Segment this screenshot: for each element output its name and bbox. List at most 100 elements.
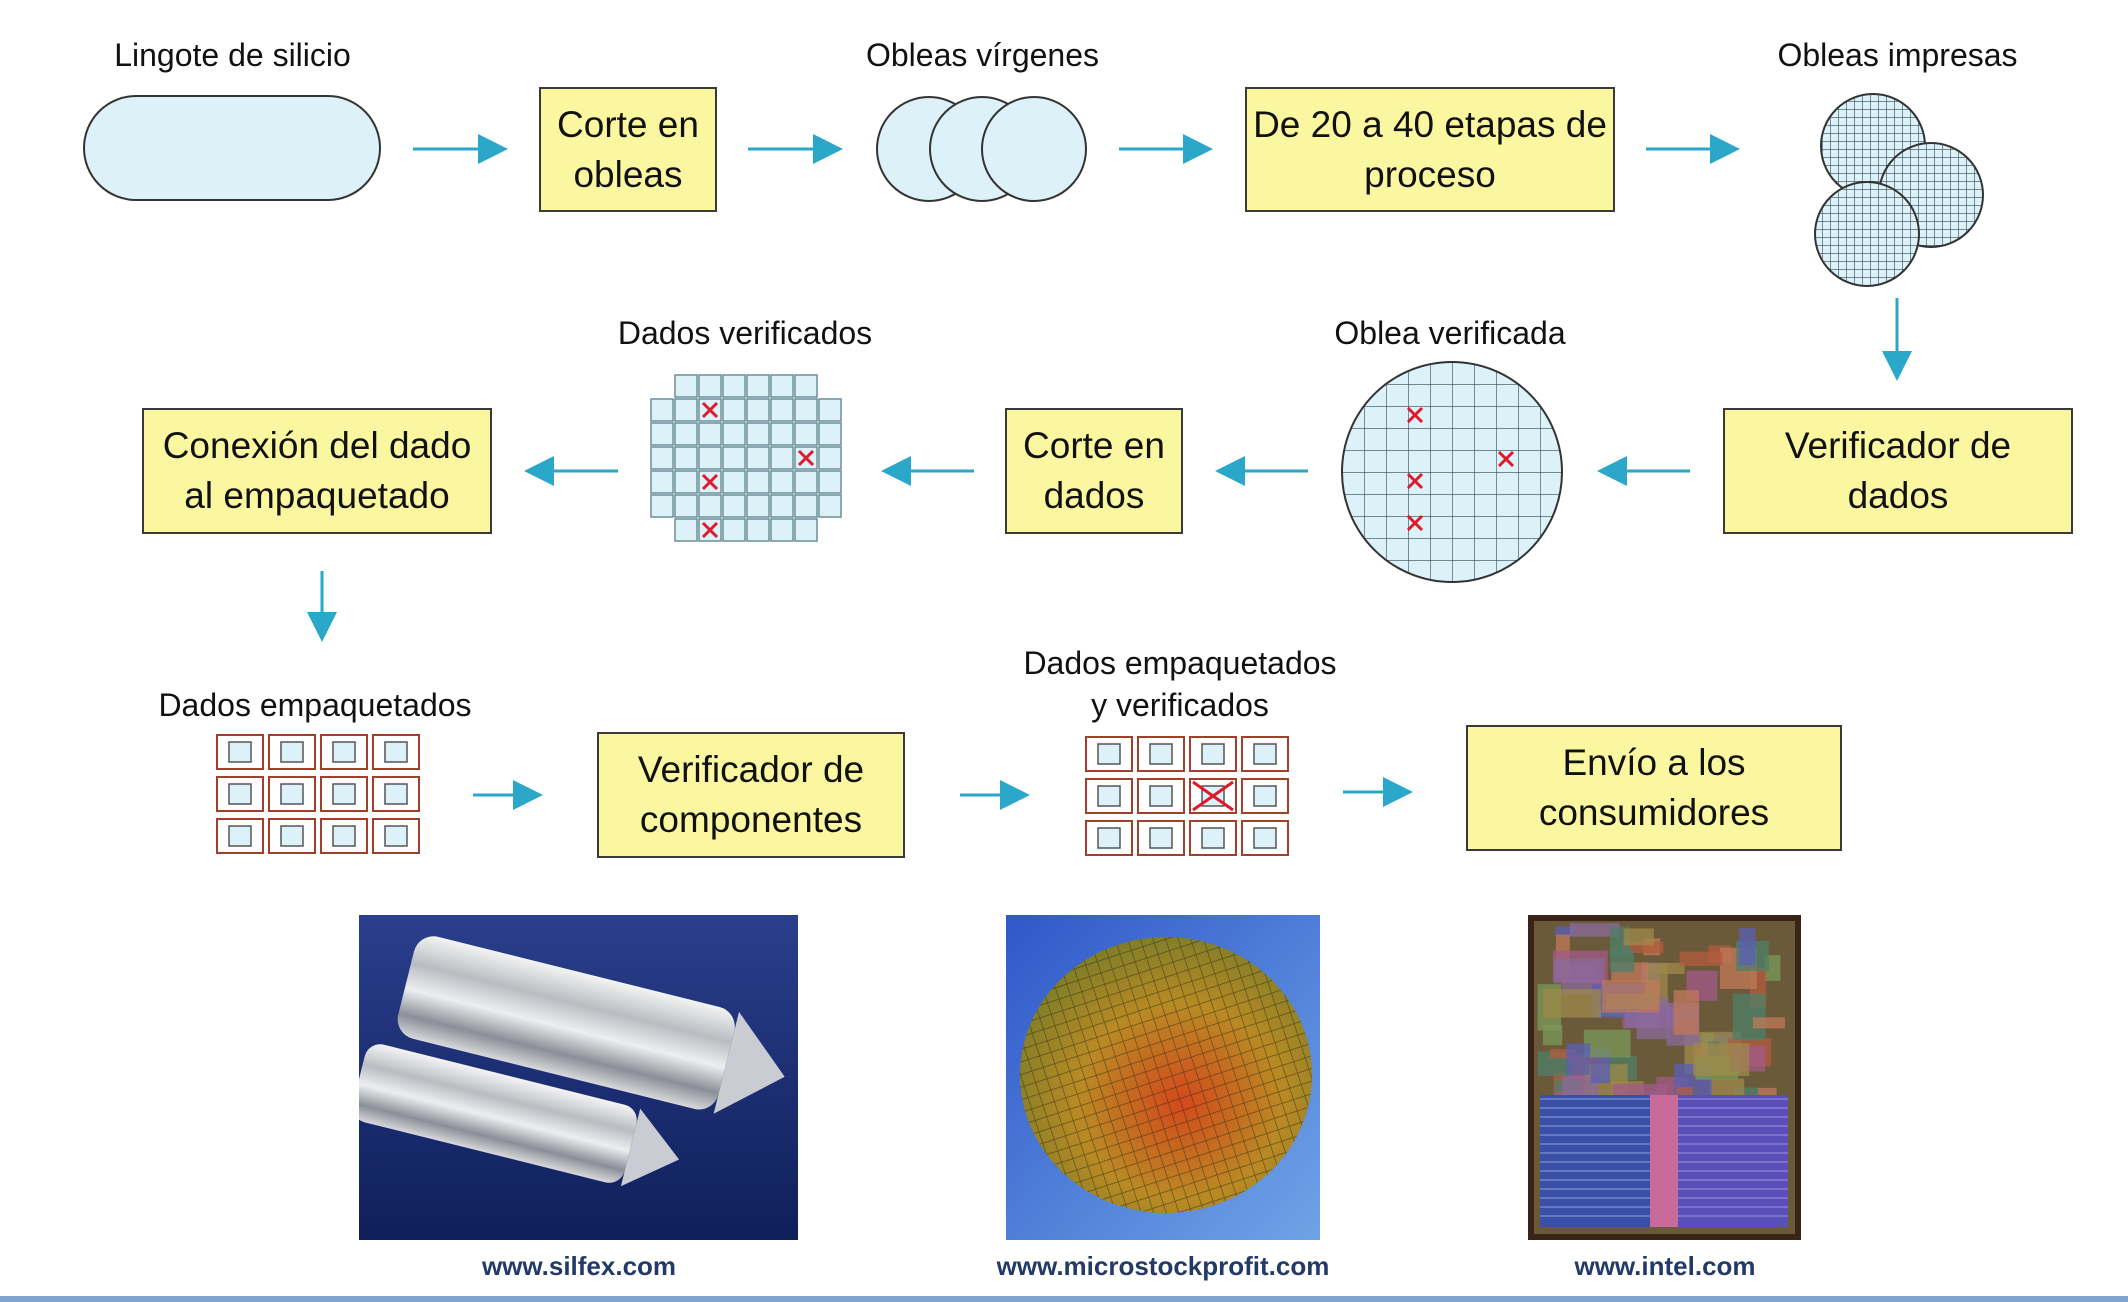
step-ship-line1: Envío a los <box>1562 742 1746 783</box>
step-part-tester: Verificador de componentes <box>597 732 905 858</box>
credit-silfex: www.silfex.com <box>481 1251 677 1281</box>
footer-rule <box>0 1296 2128 1302</box>
die-defect-mark <box>797 449 815 467</box>
die-cell <box>794 374 818 398</box>
die-cell <box>650 446 674 470</box>
package-die <box>332 825 356 847</box>
package-die <box>1149 743 1173 765</box>
die-cell <box>650 494 674 518</box>
step-part-tester-line1: Verificador de <box>637 749 865 790</box>
step-process-line2: proceso <box>1364 153 1496 195</box>
die-cell <box>698 422 722 446</box>
package-die <box>1149 827 1173 849</box>
step-wafer-tester: Verificador de dados <box>1723 408 2073 534</box>
printed-wafers-shape <box>1814 93 1984 287</box>
die-cell <box>794 494 818 518</box>
die-cell <box>794 518 818 542</box>
die-cell <box>722 470 746 494</box>
package-outline <box>372 818 420 854</box>
die-cell <box>722 494 746 518</box>
step-part-tester-line2: componentes <box>639 799 863 840</box>
die-cell <box>770 422 794 446</box>
die-cell <box>770 518 794 542</box>
label-packaged-tested-2: y verificados <box>1091 687 1269 723</box>
package-die <box>280 783 304 805</box>
die-cell <box>746 518 770 542</box>
step-die-bonding: Conexión del dado al empaquetado <box>142 408 492 534</box>
label-packaged-tested-1: Dados empaquetados <box>1023 645 1337 681</box>
label-tested-dies: Dados verificados <box>617 315 873 351</box>
packaged-tested-dies-grid <box>1085 736 1289 856</box>
label-blank-wafers: Obleas vírgenes <box>865 37 1099 73</box>
step-bond-line1: Conexión del dado <box>162 425 472 466</box>
die-cell <box>818 422 842 446</box>
die-cell <box>794 398 818 422</box>
die-cell <box>818 398 842 422</box>
package-die <box>228 825 252 847</box>
tested-wafer-shape <box>1341 361 1563 583</box>
die-defect-mark <box>701 401 719 419</box>
step-slicer: Corte en obleas <box>539 87 717 212</box>
step-slicer-line2: obleas <box>573 153 683 195</box>
die-cell <box>818 470 842 494</box>
die-cell <box>674 470 698 494</box>
die-cell <box>746 374 770 398</box>
package-defect-mark <box>1192 780 1234 812</box>
package-die <box>228 741 252 763</box>
label-printed-wafers: Obleas impresas <box>1777 37 2018 73</box>
step-bond-line2: al empaquetado <box>184 475 450 516</box>
die-cell <box>746 398 770 422</box>
package-outline <box>372 734 420 770</box>
blank-wafers-shape <box>876 96 1087 202</box>
die-cell <box>674 494 698 518</box>
die-defect-mark <box>701 473 719 491</box>
die-cell <box>698 446 722 470</box>
die-cell <box>770 398 794 422</box>
package-die <box>1097 827 1121 849</box>
die-cell <box>818 494 842 518</box>
step-wafer-tester-line1: Verificador de <box>1784 425 2012 466</box>
ingot-shape <box>83 95 381 201</box>
die-cell <box>722 422 746 446</box>
package-die <box>332 741 356 763</box>
die-cell <box>650 470 674 494</box>
package-die <box>1149 785 1173 807</box>
die-cell <box>746 422 770 446</box>
package-die <box>280 741 304 763</box>
label-tested-wafer: Oblea verificada <box>1334 315 1566 351</box>
package-die <box>1253 743 1277 765</box>
die-cell <box>722 446 746 470</box>
die-cell <box>650 422 674 446</box>
die-cell <box>674 374 698 398</box>
die-cell <box>770 446 794 470</box>
package-die <box>384 825 408 847</box>
package-die <box>332 783 356 805</box>
step-wafer-tester-line2: dados <box>1847 475 1949 516</box>
photo-silicon-wafer <box>1006 915 1320 1240</box>
photo-silicon-ingots <box>359 915 798 1240</box>
die-cell <box>794 470 818 494</box>
package-die <box>228 783 252 805</box>
die-cell <box>770 494 794 518</box>
die-cell <box>722 374 746 398</box>
package-die <box>1201 827 1225 849</box>
die-defect-mark <box>701 521 719 539</box>
step-process: De 20 a 40 etapas de proceso <box>1245 87 1615 212</box>
wafer-defect-marks <box>1406 406 1515 532</box>
die-cell <box>770 470 794 494</box>
step-ship-line2: consumidores <box>1538 792 1770 833</box>
package-outline <box>1241 820 1289 856</box>
label-ingot: Lingote de silicio <box>114 37 351 73</box>
package-die <box>384 783 408 805</box>
die-cell <box>674 422 698 446</box>
credit-microstockprofit: www.microstockprofit.com <box>996 1251 1330 1281</box>
step-slicer-line1: Corte en <box>557 103 699 145</box>
package-die <box>1097 785 1121 807</box>
package-die <box>280 825 304 847</box>
die-cell <box>722 518 746 542</box>
package-die <box>384 741 408 763</box>
die-cell <box>746 446 770 470</box>
step-process-line1: De 20 a 40 etapas de <box>1253 103 1607 145</box>
die-cell <box>770 374 794 398</box>
